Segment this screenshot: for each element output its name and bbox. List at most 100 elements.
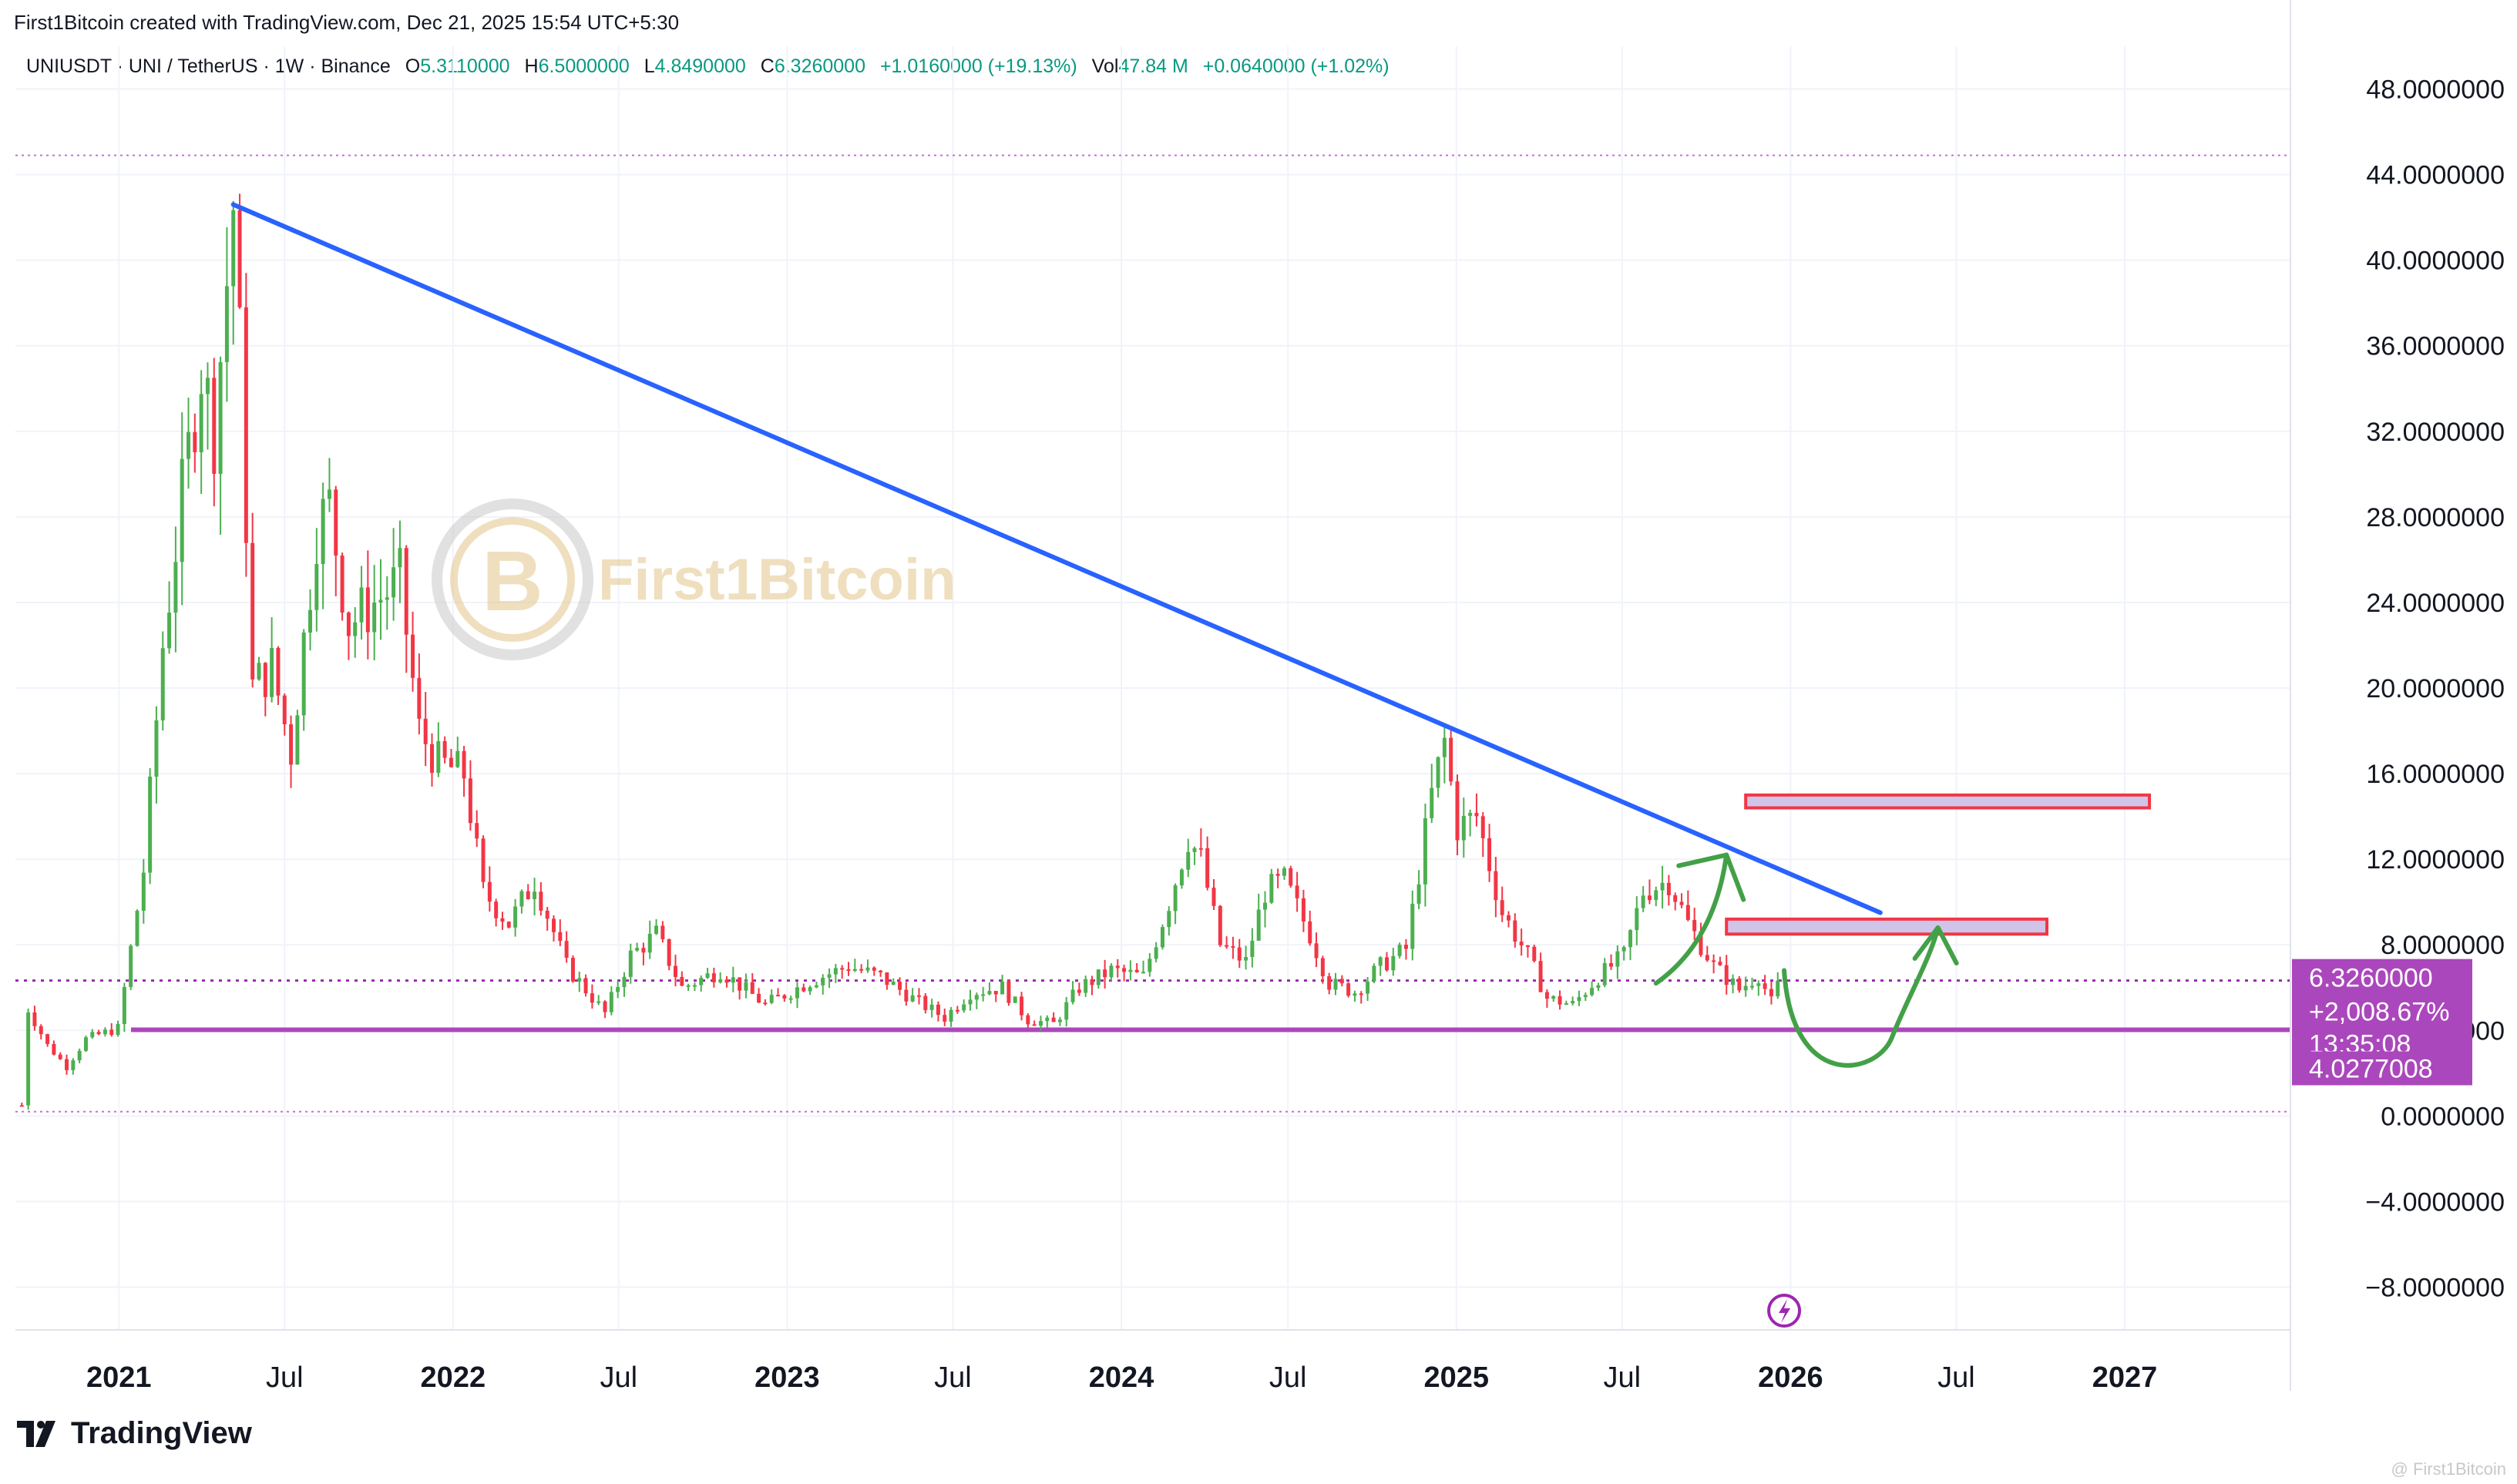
candle-body xyxy=(1148,959,1152,972)
candle-body xyxy=(987,991,992,995)
candle-body xyxy=(1327,976,1332,990)
candle-body xyxy=(840,968,845,970)
candle-body xyxy=(109,1029,114,1036)
candle-body xyxy=(846,969,851,972)
candle-body xyxy=(859,969,864,971)
legend-symbol[interactable]: UNIUSDT · UNI / TetherUS · 1W · Binance xyxy=(26,55,391,77)
axes: 48.0000000 44.0000000 40.0000000 36.0000000… xyxy=(15,0,2505,1394)
candle-body xyxy=(1314,943,1319,959)
candle-body xyxy=(1507,915,1511,921)
candles xyxy=(19,193,1780,1110)
last-price-badge xyxy=(2292,959,2472,1061)
candle-body xyxy=(1064,1002,1069,1020)
candle-body xyxy=(731,977,735,983)
candle-body xyxy=(1218,905,1222,945)
candle-body xyxy=(724,979,729,983)
candle-body xyxy=(570,958,575,982)
candle-body xyxy=(1269,874,1274,903)
last-price-value: 6.3260000 xyxy=(2309,964,2433,993)
candle-body xyxy=(545,910,549,919)
candle-body xyxy=(962,1004,966,1011)
candle-body xyxy=(891,982,896,985)
candle-body xyxy=(1571,1001,1575,1004)
projection-arrow-up-head xyxy=(1676,852,1746,902)
candle-body xyxy=(1237,947,1242,961)
candle-body xyxy=(1423,818,1427,885)
header-text: First1Bitcoin created with TradingView.c… xyxy=(14,11,680,34)
candle-body xyxy=(224,286,229,362)
candle-body xyxy=(321,499,325,565)
candle-body xyxy=(314,564,319,610)
candle-body xyxy=(340,556,344,613)
candle-body xyxy=(1621,947,1626,952)
candle-body xyxy=(1231,946,1235,948)
candle-body xyxy=(833,968,838,975)
candle-body xyxy=(1026,1015,1030,1025)
candle-body xyxy=(1250,940,1255,958)
watermark-logo: B First1Bitcoin xyxy=(432,499,956,660)
candle-body xyxy=(686,985,691,987)
x-tick-label: Jul xyxy=(1604,1361,1642,1394)
candle-body xyxy=(936,1004,940,1016)
tradingview-brand[interactable]: TradingView xyxy=(17,1416,252,1451)
candle-body xyxy=(628,950,633,977)
candle-body xyxy=(404,548,408,635)
x-tick-label: Jul xyxy=(600,1361,638,1394)
legend-close-label: C xyxy=(760,55,775,77)
x-tick-label: 2027 xyxy=(2092,1361,2158,1394)
candle-body xyxy=(257,663,261,680)
x-tick-label: 2024 xyxy=(1089,1361,1154,1394)
projection-arrow-curve xyxy=(1782,925,1941,1068)
legend-high-value: 6.5000000 xyxy=(538,55,630,77)
candle-body xyxy=(1416,884,1421,904)
candle-body xyxy=(475,823,479,839)
candle-body xyxy=(1038,1021,1043,1026)
legend-open-value: 5.3110000 xyxy=(420,55,510,77)
ohlc-legend: UNIUSDT · UNI / TetherUS · 1W · Binance … xyxy=(26,55,1390,78)
candle-body xyxy=(83,1037,88,1051)
legend-low-value: 4.8490000 xyxy=(654,55,746,77)
candle-body xyxy=(102,1029,107,1035)
candle-body xyxy=(635,948,640,951)
candle-body xyxy=(1776,980,1780,997)
candle-body xyxy=(1173,885,1178,912)
candle-body xyxy=(1359,993,1363,995)
candle-body xyxy=(1558,995,1562,1005)
candle-body xyxy=(1699,931,1703,955)
candle-body xyxy=(1198,848,1203,850)
candle-body xyxy=(1480,816,1485,838)
candle-body xyxy=(641,948,646,953)
candle-body xyxy=(365,587,370,633)
candle-body xyxy=(718,979,723,982)
candle-body xyxy=(1115,965,1120,969)
candle-body xyxy=(949,1009,953,1022)
grid-lines xyxy=(15,46,2290,1330)
candle-body xyxy=(1096,969,1101,985)
legend-change: +1.0160000 (+19.13%) xyxy=(879,55,1077,77)
candle-body xyxy=(276,647,281,696)
candle-body xyxy=(1468,812,1473,816)
candle-body xyxy=(295,715,300,765)
candle-body xyxy=(757,993,761,1003)
candle-body xyxy=(1583,995,1588,998)
candle-body xyxy=(1500,900,1504,915)
candle-body xyxy=(1654,890,1658,901)
candle-body xyxy=(1705,955,1709,961)
candle-body xyxy=(468,778,472,824)
candle-body xyxy=(647,933,652,953)
candle-body xyxy=(1647,895,1652,901)
candle-body xyxy=(90,1032,95,1038)
candle-body xyxy=(160,648,165,720)
candle-body xyxy=(1339,979,1344,984)
candle-body xyxy=(154,720,159,777)
legend-open-label: O xyxy=(405,55,421,77)
events-lightning-icon xyxy=(1767,1294,1802,1328)
candle-body xyxy=(1590,988,1595,995)
candle-body xyxy=(738,977,742,991)
candle-body xyxy=(1436,757,1440,788)
candle-body xyxy=(141,872,146,912)
candle-body xyxy=(519,891,524,907)
candle-body xyxy=(1167,911,1171,928)
candle-body xyxy=(423,718,428,744)
